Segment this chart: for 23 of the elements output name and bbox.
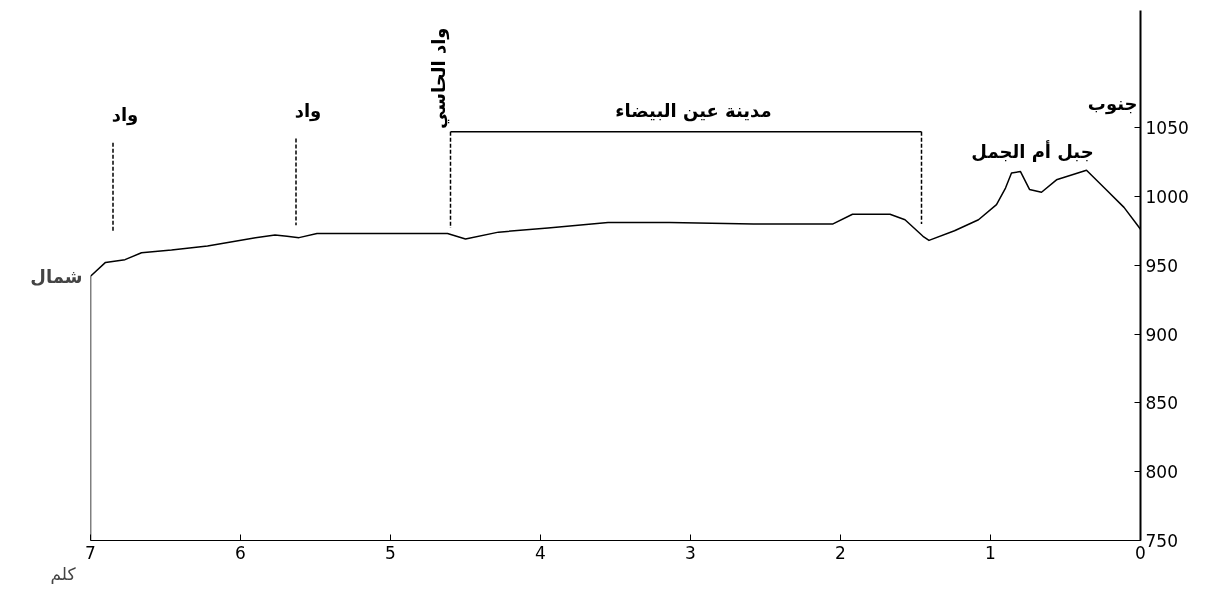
annotation: جبل أم الجمل (971, 139, 1094, 162)
x-tick-label: 0 (1135, 542, 1146, 563)
y-tick-label: 850 (1145, 393, 1178, 414)
x-tick-label: 5 (385, 542, 396, 563)
annotation: جنوب (1087, 92, 1138, 115)
annotation: واد (111, 103, 139, 126)
x-tick-label: 1 (985, 542, 996, 563)
y-tick-label: 950 (1145, 255, 1178, 276)
y-tick-label: 1050 (1145, 118, 1189, 139)
x-axis-title: كلم (50, 563, 77, 585)
y-tick-label: 900 (1145, 324, 1178, 345)
y-tick-label: 800 (1145, 462, 1178, 483)
x-tick-label: 6 (235, 542, 246, 563)
x-tick-label: 7 (85, 542, 96, 563)
x-tick-label: 2 (835, 542, 846, 563)
text: شمال (30, 265, 83, 287)
x-tick-label: 4 (535, 542, 546, 563)
annotation: واد (294, 99, 322, 122)
annotation: واد الحاسي (428, 27, 450, 129)
annotation: مدينة عين البيضاء (615, 99, 772, 122)
x-tick-label: 3 (685, 542, 696, 563)
y-tick-label: 750 (1145, 531, 1178, 551)
y-tick-label: 1000 (1145, 186, 1189, 207)
